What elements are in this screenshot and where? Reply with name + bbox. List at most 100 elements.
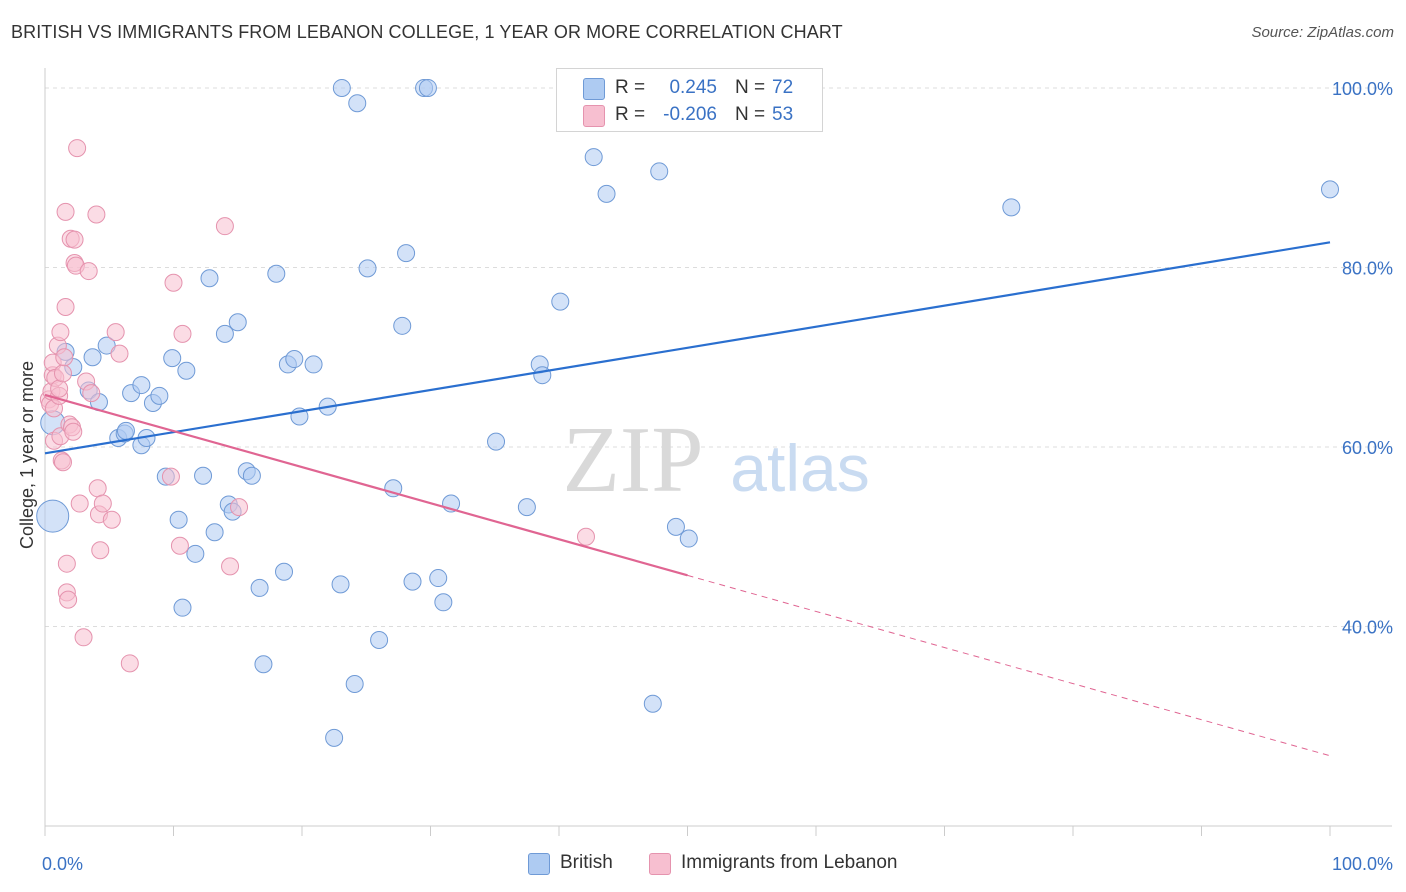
british-point bbox=[97, 336, 116, 355]
lebanon-point bbox=[88, 479, 107, 498]
y-tick-label: 100.0% bbox=[1332, 79, 1393, 99]
axes bbox=[44, 68, 1392, 836]
british-point bbox=[275, 562, 294, 581]
lebanon-point bbox=[91, 541, 110, 560]
bottom-british-label: British bbox=[560, 852, 613, 873]
watermark-zip: ZIP bbox=[563, 408, 704, 512]
lebanon-point bbox=[215, 217, 234, 236]
lebanon-point bbox=[74, 628, 93, 647]
british-swatch bbox=[583, 78, 605, 100]
british-point bbox=[173, 598, 192, 617]
british-trend-line bbox=[44, 241, 1331, 455]
lebanon-point bbox=[164, 273, 183, 292]
lebanon-point bbox=[173, 324, 192, 343]
source-credit: Source: ZipAtlas.com bbox=[1251, 24, 1394, 41]
lebanon-point bbox=[79, 262, 98, 281]
british-point bbox=[345, 674, 364, 693]
watermark: ZIP atlas bbox=[563, 408, 870, 512]
lebanon-point bbox=[65, 230, 84, 249]
lebanon-point bbox=[87, 205, 106, 224]
legend-row-british: R = 0.245 N = 72 bbox=[557, 75, 822, 101]
y-tick-label: 40.0% bbox=[1342, 618, 1393, 638]
y-axis-title: College, 1 year or more bbox=[17, 361, 37, 549]
stats-legend: R = 0.245 N = 72 R = -0.206 N = 53 bbox=[556, 68, 823, 132]
lebanon-point bbox=[110, 344, 129, 363]
british-point bbox=[83, 348, 102, 367]
lebanon-point bbox=[53, 364, 72, 383]
british-point bbox=[370, 630, 389, 649]
british-point bbox=[358, 259, 377, 278]
british-point bbox=[267, 264, 286, 283]
lebanon-point bbox=[64, 422, 83, 441]
bottom-british-swatch bbox=[528, 853, 550, 875]
british-point bbox=[551, 292, 570, 311]
lebanon-point bbox=[53, 453, 72, 472]
british-point bbox=[254, 655, 273, 674]
british-point bbox=[517, 498, 536, 517]
watermark-atlas: atlas bbox=[730, 431, 869, 505]
lebanon-point bbox=[57, 554, 76, 573]
british-point bbox=[215, 324, 234, 343]
british-point bbox=[163, 349, 182, 368]
bottom-lebanon-label: Immigrants from Lebanon bbox=[681, 852, 898, 873]
british-point bbox=[403, 572, 422, 591]
lebanon-r-label: R = bbox=[615, 104, 646, 125]
british-point bbox=[169, 510, 188, 529]
british-point bbox=[200, 269, 219, 288]
lebanon-point bbox=[56, 297, 75, 316]
british-point bbox=[304, 355, 323, 374]
y-tick-label: 80.0% bbox=[1342, 258, 1393, 278]
british-point bbox=[132, 376, 151, 395]
british-point bbox=[177, 361, 196, 380]
british-point bbox=[285, 350, 304, 369]
gridlines bbox=[45, 87, 1392, 628]
british-n-value: 72 bbox=[772, 77, 794, 98]
british-point bbox=[397, 244, 416, 263]
british-point bbox=[331, 575, 350, 594]
british-point bbox=[116, 421, 135, 440]
lebanon-point bbox=[106, 323, 125, 342]
lebanon-point bbox=[82, 384, 101, 403]
lebanon-point bbox=[576, 527, 595, 546]
x-tick-label: 0.0% bbox=[42, 854, 83, 874]
lebanon-trend-line bbox=[44, 393, 688, 577]
british-point bbox=[429, 569, 448, 588]
british-r-label: R = bbox=[615, 77, 646, 98]
lebanon-point bbox=[102, 510, 121, 529]
british-point bbox=[584, 148, 603, 167]
lebanon-point bbox=[70, 494, 89, 513]
lebanon-point bbox=[93, 494, 112, 513]
y-tick-label: 60.0% bbox=[1342, 438, 1393, 458]
lebanon-point bbox=[120, 654, 139, 673]
lebanon-point bbox=[161, 467, 180, 486]
lebanon-n-value: 53 bbox=[772, 104, 794, 125]
british-r-value: 0.245 bbox=[669, 77, 717, 98]
lebanon-point bbox=[230, 498, 249, 517]
british-point bbox=[679, 529, 698, 548]
lebanon-swatch bbox=[583, 105, 605, 127]
bottom-lebanon-swatch bbox=[649, 853, 671, 875]
british-point bbox=[487, 432, 506, 451]
british-point bbox=[418, 78, 437, 97]
trend-lines bbox=[44, 241, 1331, 757]
british-point bbox=[666, 517, 685, 536]
british-point bbox=[533, 366, 552, 385]
lebanon-point bbox=[221, 557, 240, 576]
chart-title: BRITISH VS IMMIGRANTS FROM LEBANON COLLE… bbox=[11, 22, 843, 42]
british-point bbox=[325, 728, 344, 747]
british-point bbox=[150, 386, 169, 405]
lebanon-point bbox=[68, 139, 87, 158]
lebanon-trend-extension bbox=[687, 574, 1331, 757]
british-point bbox=[194, 466, 213, 485]
british-point bbox=[250, 578, 269, 597]
british-point bbox=[1321, 180, 1339, 199]
x-tick-label: 100.0% bbox=[1332, 854, 1393, 874]
british-point bbox=[393, 316, 412, 335]
british-point bbox=[643, 694, 662, 713]
british-point bbox=[228, 313, 247, 332]
lebanon-point bbox=[51, 323, 70, 342]
axis-labels: 40.0% 60.0% 80.0% 100.0% 0.0% 100.0% College, … bbox=[17, 79, 1393, 874]
lebanon-point bbox=[55, 348, 74, 367]
lebanon-point bbox=[170, 536, 189, 555]
british-point bbox=[332, 78, 351, 97]
